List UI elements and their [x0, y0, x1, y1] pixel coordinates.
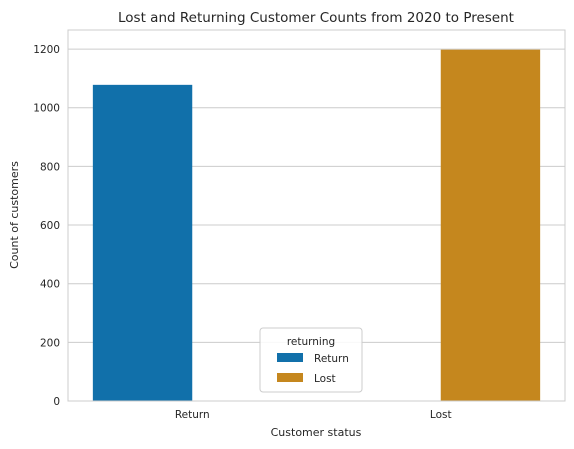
bar-lost: [441, 50, 540, 401]
y-tick-label: 0: [53, 396, 60, 408]
legend: returning Return Lost: [260, 328, 362, 392]
bar-return: [93, 85, 192, 401]
y-tick-labels: 0 200 400 600 800 1000 1200: [33, 44, 60, 408]
x-tick-label: Lost: [430, 409, 452, 421]
y-tick-label: 1200: [33, 44, 60, 56]
legend-label-return: Return: [314, 353, 349, 365]
y-tick-label: 400: [40, 279, 60, 291]
legend-swatch-lost: [277, 373, 303, 382]
y-tick-label: 1000: [33, 103, 60, 115]
x-tick-label: Return: [175, 409, 210, 421]
legend-swatch-return: [277, 353, 303, 362]
y-tick-label: 200: [40, 337, 60, 349]
y-tick-label: 600: [40, 220, 60, 232]
legend-title: returning: [287, 336, 335, 348]
x-tick-labels: Return Lost: [175, 409, 452, 421]
y-tick-label: 800: [40, 161, 60, 173]
chart-title: Lost and Returning Customer Counts from …: [118, 10, 514, 26]
legend-label-lost: Lost: [314, 373, 336, 385]
x-axis-label: Customer status: [271, 426, 362, 439]
y-axis-label: Count of customers: [8, 161, 21, 269]
